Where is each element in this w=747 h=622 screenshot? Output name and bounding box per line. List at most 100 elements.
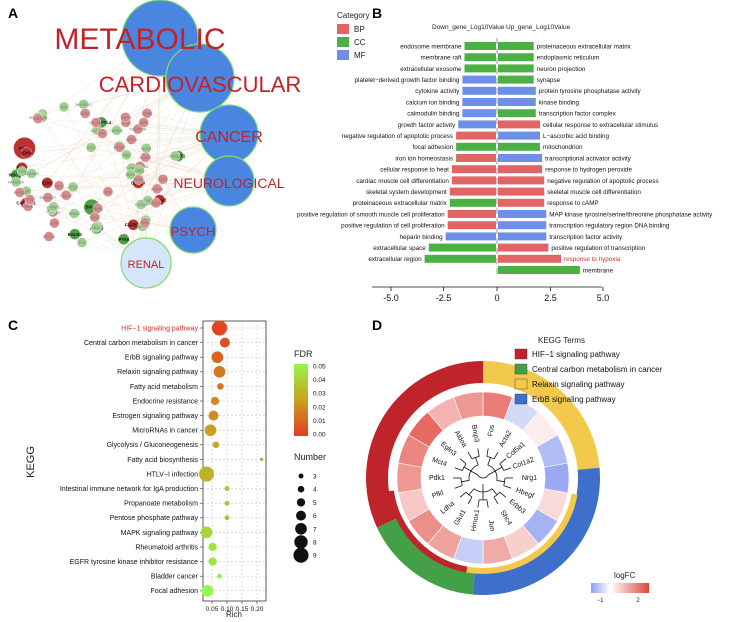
- down-bar: [464, 64, 496, 73]
- dendrogram-leaf: [503, 485, 512, 489]
- up-bar: [498, 254, 561, 263]
- down-term-label: skeletal system development: [366, 189, 447, 196]
- gene-dendrogram: [453, 448, 513, 508]
- gene-node: [24, 194, 36, 205]
- gene-label: Aldoa: [453, 430, 468, 449]
- pathway-label: Pentose phosphate pathway: [110, 515, 199, 522]
- up-term-label: skeletal muscle cell differentiation: [547, 189, 641, 196]
- dendrogram-leaf: [493, 496, 499, 505]
- gene-node-label: ENO1: [91, 226, 101, 230]
- gene-node-label: TFRC: [115, 146, 125, 150]
- pathway-label: Rheumatoid arthritis: [135, 544, 198, 551]
- kegg-legend-swatch: [514, 363, 528, 375]
- pathway-label: Propanoate metabolism: [124, 501, 198, 508]
- down-bar: [464, 53, 496, 62]
- gene-node: [76, 237, 88, 248]
- panel-label-b: B: [372, 5, 382, 21]
- pathway-point: [224, 500, 230, 506]
- number-legend-dot: [296, 510, 306, 521]
- gene-node-label: JUN: [122, 121, 129, 125]
- down-bars: [424, 42, 496, 263]
- down-term-label: extracellular exosome: [400, 66, 462, 73]
- panel-label-a: A: [8, 5, 18, 21]
- gene-node-label: ELK3: [42, 180, 53, 185]
- term-arc-carbon: [376, 518, 475, 595]
- gene-node: [121, 149, 132, 161]
- down-term-label: iron ion homeostasis: [395, 155, 453, 162]
- number-legend-label: 4: [313, 487, 317, 494]
- gene-node-label: STC1: [86, 146, 95, 150]
- gene-node: [85, 142, 97, 153]
- network-edge: [63, 106, 147, 264]
- dendrogram-branch: [463, 466, 472, 472]
- pathway-label: Fatty acid metabolism: [130, 384, 198, 391]
- up-bar: [498, 53, 534, 62]
- pathway-point: [208, 410, 219, 421]
- gene-node-label: ITGB4: [142, 112, 152, 116]
- gene-node: [118, 233, 130, 245]
- kegg-legend-label: ErbB signaling pathway: [532, 395, 616, 404]
- down-bar: [462, 98, 496, 106]
- gene-node-label: SOX4: [90, 216, 100, 220]
- logfc-cell: [453, 391, 484, 421]
- gene-node-label: PPFIA4: [14, 191, 26, 195]
- kegg-term-ring: [365, 361, 601, 596]
- down-bar: [451, 165, 496, 174]
- dotplot-x-axis-title: Rich: [226, 610, 242, 619]
- down-bar: [447, 221, 496, 230]
- gene-node-label: CDC42: [60, 194, 72, 198]
- gene-node: [126, 134, 137, 145]
- pathway-label: Intestinal immune network for IgA produc…: [60, 486, 198, 493]
- term-arc-hif-inner: [415, 541, 468, 573]
- gene-node: [48, 201, 59, 212]
- down-term-label: cytokine activity: [415, 88, 460, 95]
- gene-node-label: PFKP: [103, 190, 113, 194]
- gene-node-label: TGFBI: [120, 116, 131, 120]
- panel-b-tick-label: -2.5: [436, 293, 452, 303]
- up-bar: [498, 210, 547, 218]
- network-edge: [26, 133, 230, 154]
- disease-hub-circle: [169, 206, 217, 254]
- pathway-label: Central carbon metabolism in cancer: [84, 340, 199, 347]
- down-term-label: focal adhesion: [412, 144, 453, 151]
- gene-node-label: P4HA1: [92, 207, 103, 211]
- up-term-label: MAP kinase tyrosine/serine/threonine pho…: [549, 211, 713, 218]
- gene-node: [20, 147, 33, 159]
- down-bar: [428, 243, 496, 252]
- gene-node-label: VLDLR: [150, 201, 162, 205]
- gene-node: [41, 177, 53, 189]
- panel-b-tick-label: 5.0: [597, 293, 610, 303]
- gene-label: Mct4: [431, 457, 448, 469]
- gene-label: Shc4: [499, 509, 513, 526]
- number-legend-label: 6: [313, 513, 317, 520]
- down-bar: [451, 176, 496, 185]
- gene-node: [134, 165, 145, 176]
- pathway-point: [217, 383, 224, 390]
- dendrogram-leaf: [499, 458, 507, 465]
- dendrogram-leaf: [454, 485, 463, 489]
- gene-label: Jun: [487, 520, 496, 532]
- up-term-label: positive regulation of transcription: [551, 245, 645, 252]
- kegg-terms-legend: HIF−1 signaling pathway Central carbon me…: [514, 348, 663, 405]
- gene-node-label: LAMB3: [169, 154, 181, 158]
- term-arc-hif-inner: [387, 490, 420, 546]
- logfc-cell: [543, 462, 570, 494]
- gene-label: Erbb3: [508, 498, 527, 515]
- pathway-label: ErbB signaling pathway: [125, 355, 199, 362]
- dotplot-x-tick-label: 0.05: [206, 606, 219, 613]
- pathway-label: Endocrine resistance: [133, 398, 198, 405]
- number-legend-dot: [293, 547, 309, 563]
- pathway-label: Focal adhesion: [151, 588, 199, 595]
- pathway-point: [208, 542, 217, 552]
- down-term-label: cardiac muscle cell differentiation: [356, 178, 449, 185]
- gene-node-label: ADAM19: [25, 172, 39, 176]
- down-term-label: growth factor activity: [398, 122, 456, 129]
- down-bar: [449, 187, 496, 196]
- pathway-point: [211, 320, 228, 336]
- pathway-point: [211, 351, 224, 364]
- fdr-tick-label: 0.02: [313, 404, 326, 411]
- gene-node-label: HILPDA: [110, 129, 124, 133]
- up-bar: [498, 42, 534, 50]
- dotplot-x-tick-label: 0.20: [251, 606, 264, 613]
- dendrogram-branch: [496, 480, 505, 483]
